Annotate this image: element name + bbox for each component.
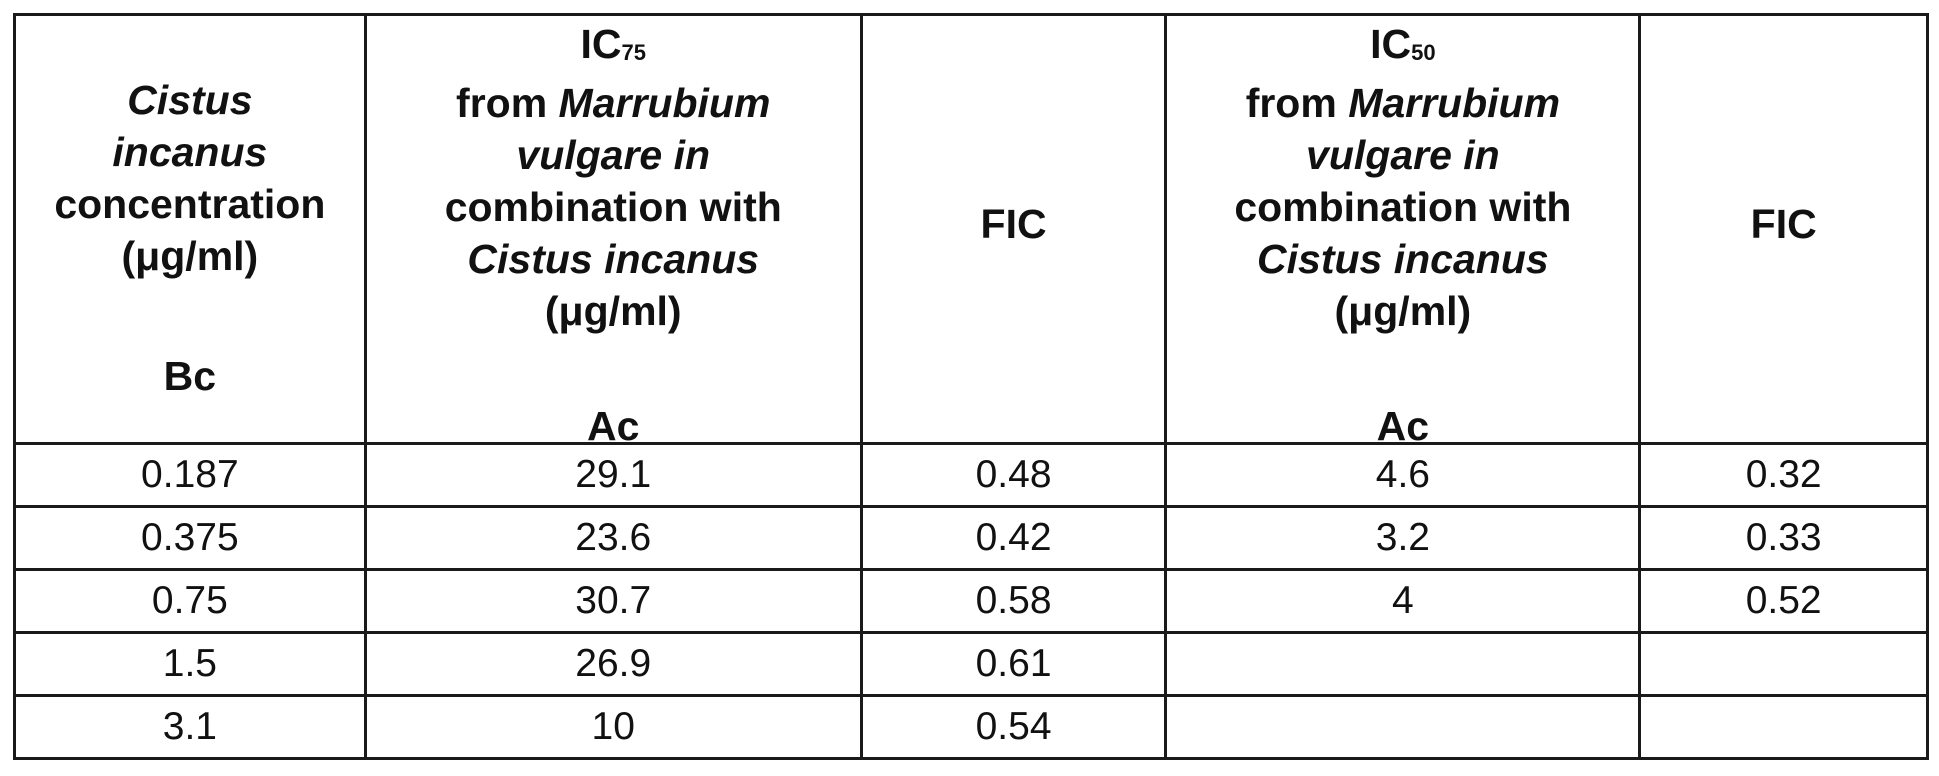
ic50-line2-italic: Marrubium <box>1348 80 1561 126</box>
cell-ic75-ac: 30.7 <box>363 568 863 634</box>
cell-ic75-ac: 23.6 <box>363 505 863 571</box>
header-col1-line1: Cistus <box>127 77 253 123</box>
cell-bc: 1.5 <box>13 631 367 697</box>
header-ic75-label: IC75 <box>367 18 860 77</box>
cell-ic50-ac <box>1164 694 1642 760</box>
header-ic50-line6: (μg/ml) <box>1334 288 1472 334</box>
header-ic50-label: IC50 <box>1167 18 1638 77</box>
header-ic50-line2: from Marrubium <box>1167 77 1638 129</box>
cell-fic-ic50: 0.52 <box>1638 568 1929 634</box>
table-row: 1.5 26.9 0.61 <box>13 631 1929 697</box>
cell-fic-ic50: 0.32 <box>1638 442 1929 508</box>
cell-fic-ic75: 0.54 <box>859 694 1168 760</box>
ic75-text: IC <box>580 21 622 67</box>
cell-fic-ic50: 0.33 <box>1638 505 1929 571</box>
header-fic-2: FIC <box>1638 13 1929 445</box>
table-row: 0.187 29.1 0.48 4.6 0.32 <box>13 442 1929 508</box>
header-ic50-line5: Cistus incanus <box>1257 236 1549 282</box>
header-ic75-line2: from Marrubium <box>367 77 860 129</box>
header-row: Cistus incanus concentration (μg/ml) Bc … <box>13 13 1929 449</box>
header-col1-symbol: Bc <box>163 353 217 399</box>
ic75-line2-plain: from <box>456 80 559 126</box>
cell-fic-ic75: 0.58 <box>859 568 1168 634</box>
header-cistus-concentration: Cistus incanus concentration (μg/ml) Bc <box>13 13 367 445</box>
cell-ic50-ac: 4 <box>1164 568 1642 634</box>
cell-fic-ic75: 0.48 <box>859 442 1168 508</box>
data-table: Cistus incanus concentration (μg/ml) Bc … <box>13 13 1929 760</box>
header-ic50: IC50 from Marrubium vulgare in combinati… <box>1164 13 1642 449</box>
header-col1-line4: (μg/ml) <box>121 233 259 279</box>
cell-bc: 0.75 <box>13 568 367 634</box>
cell-fic-ic75: 0.61 <box>859 631 1168 697</box>
header-ic75-line3: vulgare in <box>516 132 711 178</box>
table-row: 3.1 10 0.54 <box>13 694 1929 760</box>
cell-ic75-ac: 29.1 <box>363 442 863 508</box>
header-ic75-line5: Cistus incanus <box>467 236 760 282</box>
header-col1-line2: incanus <box>112 129 268 175</box>
header-ic75-symbol: Ac <box>587 403 640 449</box>
cell-bc: 0.187 <box>13 442 367 508</box>
table-row: 0.75 30.7 0.58 4 0.52 <box>13 568 1929 634</box>
header-fic-1: FIC <box>859 13 1168 445</box>
header-ic75-line6: (μg/ml) <box>544 288 682 334</box>
cell-ic75-ac: 10 <box>363 694 863 760</box>
ic50-line2-plain: from <box>1245 80 1349 126</box>
cell-ic50-ac <box>1164 631 1642 697</box>
header-ic50-line3: vulgare in <box>1306 132 1500 178</box>
cell-fic-ic75: 0.42 <box>859 505 1168 571</box>
ic75-line2-italic: Marrubium <box>558 80 771 126</box>
header-fic-2-label: FIC <box>1750 201 1817 247</box>
cell-fic-ic50 <box>1638 631 1929 697</box>
cell-ic75-ac: 26.9 <box>363 631 863 697</box>
header-col1-line3: concentration <box>54 181 326 227</box>
cell-ic50-ac: 4.6 <box>1164 442 1642 508</box>
ic50-text: IC <box>1370 21 1412 67</box>
ic75-subscript: 75 <box>621 40 646 65</box>
cell-fic-ic50 <box>1638 694 1929 760</box>
ic50-subscript: 50 <box>1411 40 1436 65</box>
cell-bc: 3.1 <box>13 694 367 760</box>
header-ic75-line4: combination with <box>444 184 782 230</box>
header-ic50-line4: combination with <box>1234 184 1572 230</box>
header-ic50-symbol: Ac <box>1376 403 1430 449</box>
cell-ic50-ac: 3.2 <box>1164 505 1642 571</box>
header-ic75: IC75 from Marrubium vulgare in combinati… <box>363 13 863 449</box>
header-fic-1-label: FIC <box>980 201 1047 247</box>
table-row: 0.375 23.6 0.42 3.2 0.33 <box>13 505 1929 571</box>
cell-bc: 0.375 <box>13 505 367 571</box>
